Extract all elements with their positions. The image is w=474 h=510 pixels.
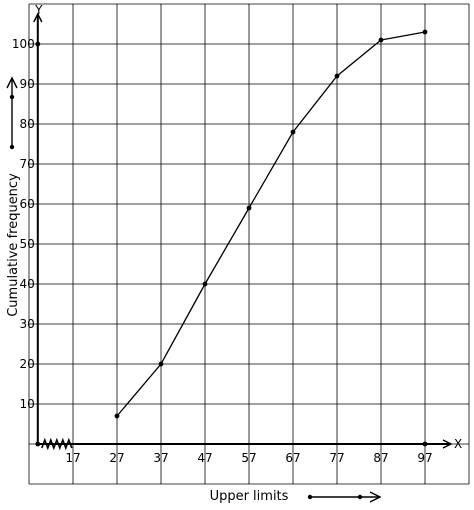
data-point [158, 361, 164, 367]
x-direction-dot [307, 494, 313, 500]
y-direction-dot [9, 144, 15, 150]
x-tick-label: 17 [65, 451, 80, 465]
chart-grid [28, 3, 470, 485]
data-point [422, 29, 428, 35]
y-axis-title: Cumulative frequency [6, 173, 21, 317]
x-tick-label: 77 [329, 451, 344, 465]
y-tick-label: 50 [20, 237, 35, 251]
chart-direction-arrows [6, 76, 382, 503]
y-tick-label: 30 [20, 317, 35, 331]
data-point [334, 73, 340, 79]
data-point [378, 37, 384, 43]
y-direction-dot [9, 94, 15, 100]
data-point [246, 205, 252, 211]
chart-tick-labels: Y X 10 20 30 40 50 60 70 80 90 100 17 27 37 47 57 67 77 87 9… [12, 3, 462, 465]
x-tick-label: 27 [109, 451, 124, 465]
x-axis-title: Upper limits [210, 489, 289, 504]
chart-axes [33, 12, 453, 451]
y-tick-label: 70 [20, 157, 35, 171]
y-tick-label: 20 [20, 357, 35, 371]
x-axis-arrowhead [442, 439, 453, 449]
data-point [290, 129, 296, 135]
x-direction-arrowhead [369, 491, 382, 503]
y-direction-arrowhead [6, 76, 18, 89]
x-tick-label: 47 [197, 451, 212, 465]
x-axis-letter: X [454, 437, 462, 451]
y-axis-letter: Y [34, 3, 43, 17]
x-tick-label: 37 [153, 451, 168, 465]
y-axis-top-marker [35, 41, 41, 47]
x-axis-break-zigzag [41, 437, 73, 451]
y-tick-label: 80 [20, 117, 35, 131]
y-tick-label: 100 [12, 37, 35, 51]
x-direction-dot [357, 494, 363, 500]
y-tick-label: 90 [20, 77, 35, 91]
x-tick-label: 87 [373, 451, 388, 465]
data-point [202, 281, 208, 287]
data-point [114, 413, 120, 419]
y-tick-label: 40 [20, 277, 35, 291]
y-tick-label: 60 [20, 197, 35, 211]
x-axis-end-marker [422, 441, 428, 447]
chart-series [114, 29, 428, 419]
origin-point [35, 441, 41, 447]
y-axis-arrowhead [33, 12, 43, 23]
x-tick-label: 57 [241, 451, 256, 465]
ogive-line [116, 31, 426, 417]
x-tick-label: 97 [417, 451, 432, 465]
x-tick-label: 67 [285, 451, 300, 465]
y-tick-label: 10 [20, 397, 35, 411]
